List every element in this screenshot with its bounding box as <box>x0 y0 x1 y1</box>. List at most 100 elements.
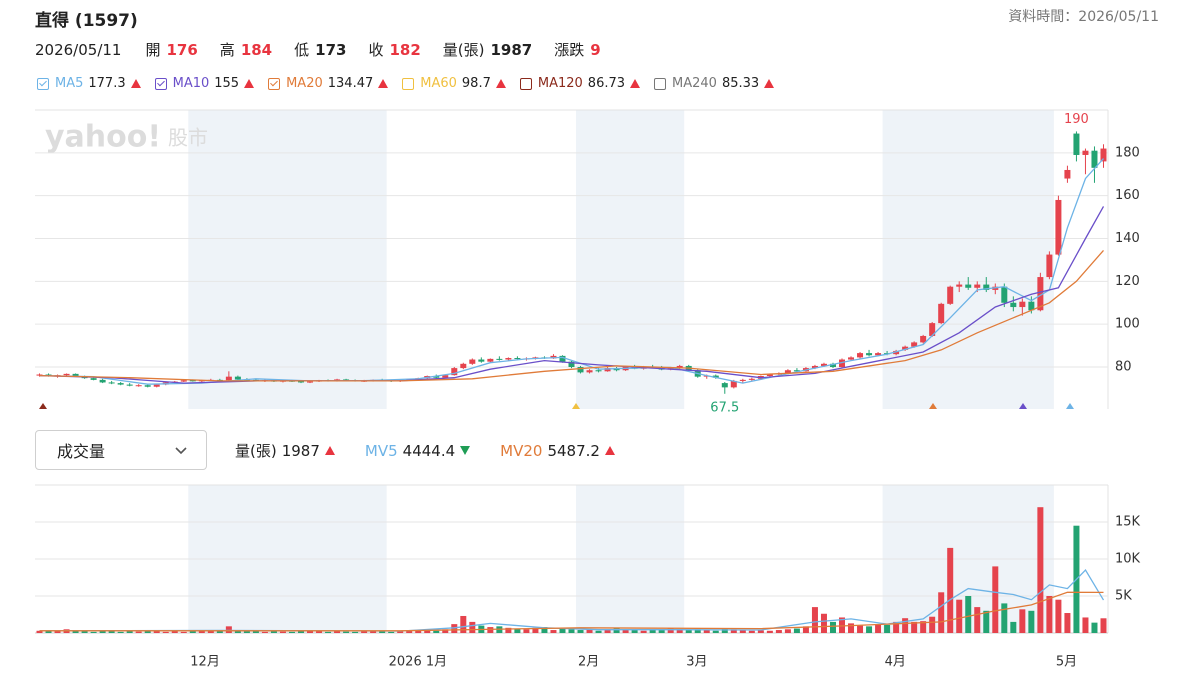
candle-body <box>514 358 521 360</box>
watermark-suffix: 股市 <box>168 126 208 150</box>
volume-bar <box>1091 622 1098 633</box>
stat-value: 173 <box>315 40 347 59</box>
candle-body <box>126 384 133 386</box>
legend-name: MA20 <box>286 76 323 91</box>
candle-body <box>234 376 241 380</box>
volume-bar <box>748 630 755 633</box>
volume-bar <box>99 631 106 633</box>
volume-bar <box>343 631 350 633</box>
volume-bar <box>361 631 368 633</box>
candle-body <box>1001 286 1008 303</box>
candle-body <box>108 382 115 384</box>
candle-body <box>153 384 160 387</box>
legend-value: 177.3 <box>88 76 126 91</box>
candle-body <box>36 374 43 376</box>
candle-body <box>848 357 855 360</box>
candle-body <box>469 359 476 364</box>
y-tick-label: 120 <box>1115 274 1140 289</box>
candle-body <box>1055 199 1062 255</box>
trend-arrow <box>495 79 506 88</box>
legend-item: MA60 98.7 <box>402 76 506 91</box>
stat-value: 1987 <box>490 40 533 59</box>
volume-bar <box>649 629 656 633</box>
stat-value: 182 <box>389 40 421 59</box>
y-tick-label: 10K <box>1115 552 1141 567</box>
volume-bar <box>559 628 566 633</box>
candle-body <box>929 323 936 336</box>
signal <box>1019 403 1027 409</box>
stat-label: 低 <box>294 41 310 59</box>
volume-bar <box>505 627 512 633</box>
volume-bar <box>198 630 205 633</box>
volume-bar <box>721 628 728 633</box>
volume-bar <box>397 631 404 633</box>
volume-bar <box>406 630 413 633</box>
candle-body <box>866 353 873 356</box>
volume-bar <box>162 631 169 633</box>
candle-body <box>947 286 954 304</box>
candle-body <box>460 363 467 369</box>
signal <box>572 403 580 409</box>
volume-bar <box>135 631 142 633</box>
x-tick-label: 4月 <box>885 655 906 670</box>
volume-bar <box>234 630 241 633</box>
volume-bar <box>487 627 494 633</box>
volume-bar <box>207 631 214 633</box>
candle-body <box>343 379 350 381</box>
volume-bar <box>974 607 981 633</box>
volume-bar <box>893 621 900 633</box>
volume-bar <box>225 626 232 633</box>
volume-bar <box>541 627 548 633</box>
volume-bar <box>983 610 990 633</box>
legend-item: MA20 134.47 <box>268 76 389 91</box>
volume-bar <box>739 630 746 633</box>
candle-body <box>496 358 503 360</box>
volume-bar <box>631 630 638 633</box>
legend-value: 1987 <box>281 441 320 460</box>
candle-body <box>875 353 882 356</box>
volume-bar <box>54 631 61 633</box>
volume-bar <box>703 630 710 633</box>
volume-bar <box>766 630 773 633</box>
candle-body <box>1037 277 1044 311</box>
candle-body <box>189 380 196 382</box>
candle-body <box>135 385 142 387</box>
candle-body <box>1064 169 1071 179</box>
legend-value: 86.73 <box>587 76 626 91</box>
candle-body <box>1028 301 1035 311</box>
candle-body <box>595 370 602 372</box>
signal <box>929 403 937 409</box>
candle-body <box>487 358 494 362</box>
stat-label: 開 <box>145 41 161 59</box>
x-tick-label: 2月 <box>578 655 599 670</box>
candle-body <box>90 378 97 380</box>
volume-bar <box>126 631 133 633</box>
checkbox <box>37 77 49 90</box>
date: 2026/05/11 <box>35 40 122 59</box>
volume-bar <box>270 631 277 633</box>
candle-body <box>974 284 981 288</box>
volume-bar <box>261 631 268 633</box>
x-tick-label: 5月 <box>1056 655 1077 670</box>
indicator-dropdown[interactable]: 成交量 <box>35 430 207 470</box>
volume-bar <box>956 599 963 633</box>
annotation: 67.5 <box>710 400 739 415</box>
legend-value: 134.47 <box>327 76 374 91</box>
candle-body <box>811 365 818 369</box>
volume-bar <box>875 624 882 633</box>
candle-body <box>730 380 737 388</box>
volume-bar <box>1028 610 1035 633</box>
volume-bar <box>694 629 701 633</box>
candle-body <box>938 303 945 324</box>
y-tick-label: 100 <box>1115 317 1140 332</box>
volume-bar <box>297 631 304 633</box>
checkbox <box>154 77 167 90</box>
legend-value: 98.7 <box>461 76 491 91</box>
candle-body <box>442 375 449 378</box>
volume-bar <box>676 629 683 633</box>
y-tick-label: 5K <box>1115 589 1132 604</box>
volume-bar <box>1055 599 1062 633</box>
candle-body <box>902 346 909 350</box>
candle-body <box>857 353 864 358</box>
volume-bar <box>1019 609 1026 633</box>
